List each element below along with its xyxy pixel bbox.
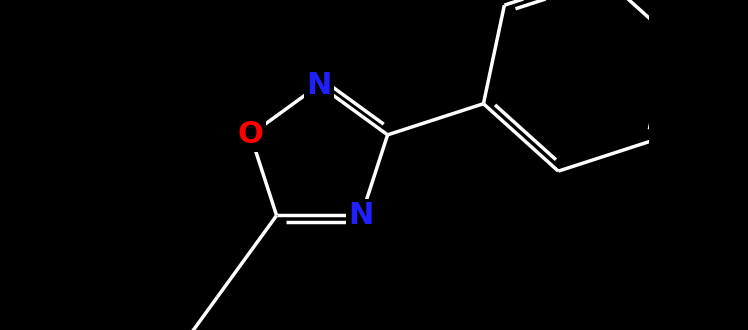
Text: O: O <box>237 120 263 149</box>
Text: N: N <box>349 201 374 230</box>
Text: N: N <box>307 71 331 100</box>
